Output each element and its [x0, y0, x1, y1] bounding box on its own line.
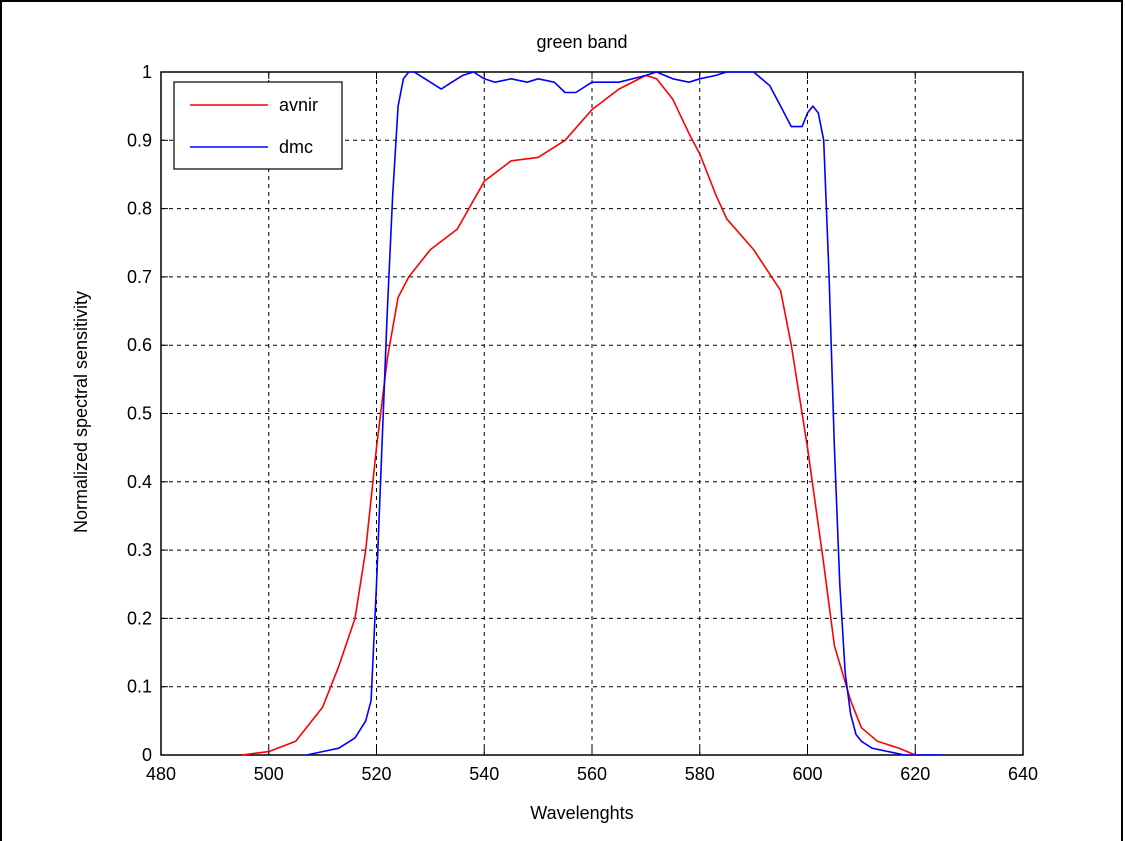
y-tick-label: 0.5 [127, 404, 152, 424]
y-tick-label: 0.8 [127, 199, 152, 219]
y-tick-label: 0.7 [127, 267, 152, 287]
y-tick-label: 0 [142, 745, 152, 765]
y-tick-label: 0.3 [127, 540, 152, 560]
legend-box [173, 81, 343, 170]
axis-ticks: 480 500 520 540 560 580 600 620 640 0 0.1 0.2 0.3 0.4… [127, 62, 1038, 784]
series-lines [241, 71, 943, 756]
y-tick-label: 0.1 [127, 677, 152, 697]
y-tick-label: 0.6 [127, 335, 152, 355]
x-tick-label: 520 [361, 764, 391, 784]
x-tick-label: 560 [577, 764, 607, 784]
x-tick-label: 480 [146, 764, 176, 784]
y-tick-label: 0.9 [127, 130, 152, 150]
legend-label-avnir: avnir [279, 95, 318, 115]
y-tick-label: 1 [142, 62, 152, 82]
y-tick-label: 0.4 [127, 472, 152, 492]
chart-title: green band [536, 32, 627, 52]
series-line-dmc [306, 71, 943, 756]
x-tick-label: 640 [1008, 764, 1038, 784]
x-tick-label: 620 [900, 764, 930, 784]
x-tick-label: 540 [469, 764, 499, 784]
legend: avnir dmc [173, 81, 343, 170]
x-tick-label: 580 [685, 764, 715, 784]
x-tick-label: 500 [254, 764, 284, 784]
legend-label-dmc: dmc [279, 137, 313, 157]
x-axis-label: Wavelenghts [530, 803, 633, 823]
y-axis-label: Normalized spectral sensitivity [71, 291, 91, 533]
series-line-avnir [241, 74, 916, 756]
x-tick-label: 600 [792, 764, 822, 784]
y-tick-label: 0.2 [127, 608, 152, 628]
grid-lines [161, 72, 1023, 755]
